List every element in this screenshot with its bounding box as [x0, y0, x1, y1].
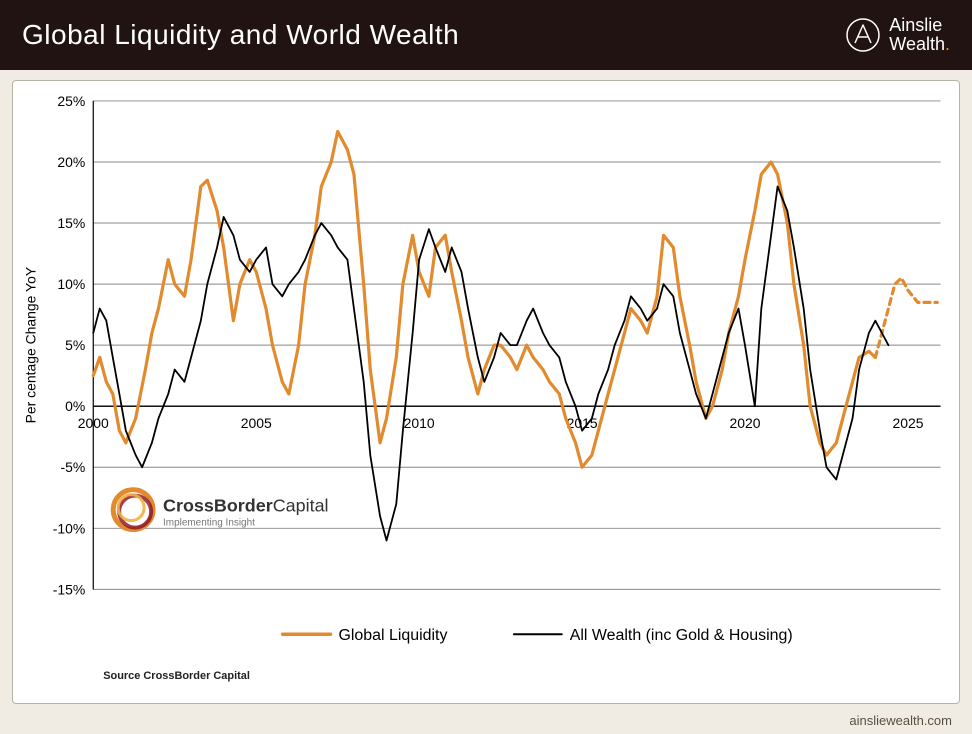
x-tick-label: 2010 — [404, 415, 435, 431]
watermark-icon — [118, 495, 144, 521]
chart-panel: -15% -10% -5% 0% 5% 10% 15% 20% 25% 2000 2005 2010 2… — [12, 80, 960, 704]
brand-icon — [845, 17, 881, 53]
brand-line1: Ainslie — [889, 16, 950, 35]
x-tick-label: 2005 — [241, 415, 272, 431]
series-line — [93, 186, 888, 540]
y-tick-label: 15% — [57, 215, 85, 231]
brand-logo: Ainslie Wealth — [845, 16, 950, 54]
x-tick-label: 2025 — [892, 415, 923, 431]
y-tick-label: 0% — [65, 398, 85, 414]
y-tick-label: 20% — [57, 154, 85, 170]
frame: Global Liquidity and World Wealth Ainsli… — [0, 0, 972, 734]
brand-text: Ainslie Wealth — [889, 16, 950, 54]
y-tick-label: 10% — [57, 276, 85, 292]
y-tick-label: 25% — [57, 93, 85, 109]
legend-label: All Wealth (inc Gold & Housing) — [570, 627, 793, 644]
page-title: Global Liquidity and World Wealth — [22, 19, 459, 51]
footer-url: ainsliewealth.com — [849, 713, 952, 728]
y-tick-label: -15% — [53, 581, 86, 597]
watermark-sub: Implementing Insight — [163, 518, 255, 529]
watermark-icon — [119, 496, 151, 528]
y-tick-label: 5% — [65, 337, 85, 353]
x-tick-label: 2000 — [78, 415, 109, 431]
y-tick-label: -10% — [53, 520, 86, 536]
chart-svg: -15% -10% -5% 0% 5% 10% 15% 20% 25% 2000 2005 2010 2… — [13, 81, 959, 703]
watermark-text: CrossBorderCapital — [163, 496, 329, 516]
x-tick-label: 2020 — [730, 415, 761, 431]
source-text: Source CrossBorder Capital — [103, 670, 250, 682]
legend-label: Global Liquidity — [338, 627, 447, 644]
y-axis-title: Per centage Change YoY — [22, 267, 38, 424]
brand-line2: Wealth — [889, 35, 950, 54]
y-tick-label: -5% — [60, 459, 85, 475]
header: Global Liquidity and World Wealth Ainsli… — [0, 0, 972, 70]
